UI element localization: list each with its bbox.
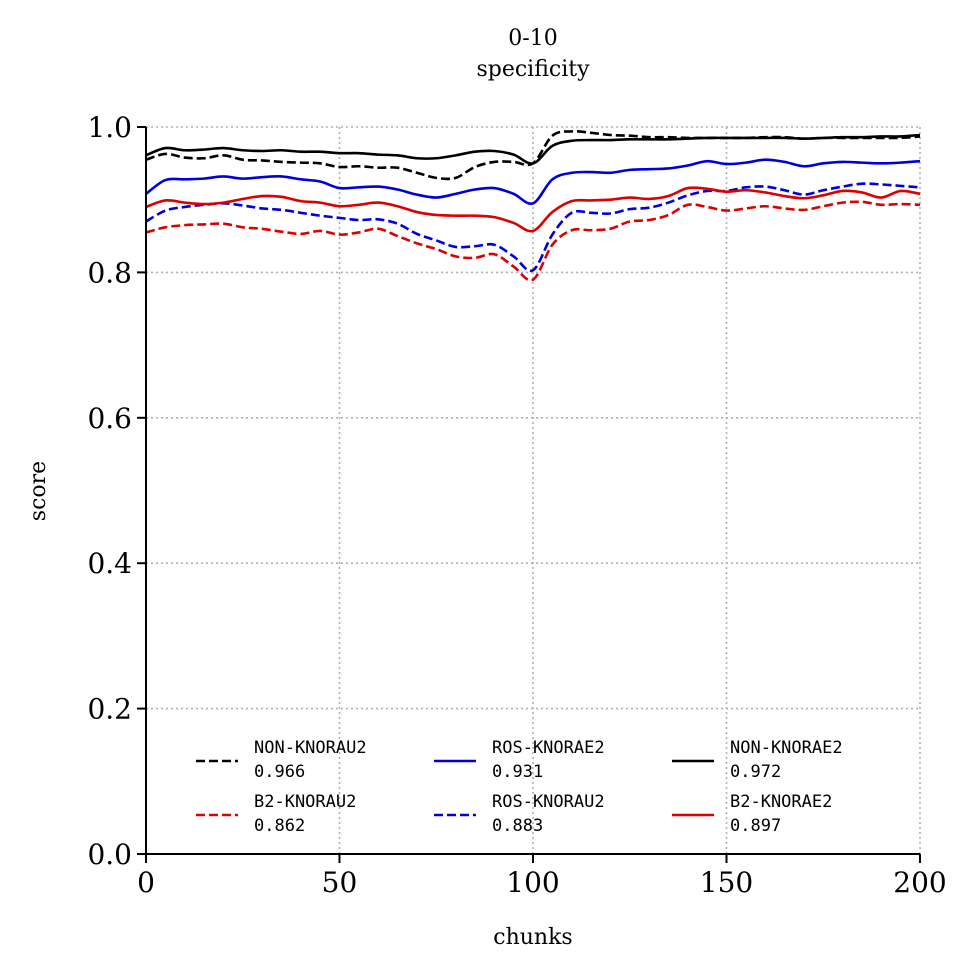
y-axis-ticks: 0.0 0.2 0.4 0.6 0.8 1.0 (87, 111, 146, 871)
x-axis-label: chunks (493, 925, 572, 950)
x-tick-label-1: 50 (322, 866, 358, 899)
legend-score-ros-knorae2: 0.931 (492, 762, 543, 782)
series-layer (145, 129, 921, 282)
legend: NON-KNORAU2 0.966 B2-KNORAU2 0.862 ROS-KNORA… (196, 738, 843, 836)
x-tick-label-0: 0 (137, 866, 155, 899)
x-tick-label-2: 100 (506, 866, 559, 899)
legend-score-b2-knorae2: 0.897 (730, 816, 781, 836)
y-tick-label-5: 1.0 (87, 111, 132, 144)
legend-label-ros-knorae2: ROS-KNORAE2 (492, 738, 605, 758)
y-tick-label-2: 0.4 (87, 547, 132, 580)
legend-score-ros-knorau2: 0.883 (492, 816, 543, 836)
grid-lines (146, 126, 921, 854)
series-line-ros-knorau2 (145, 182, 921, 273)
chart-subtitle: specificity (476, 57, 590, 82)
legend-label-b2-knorau2: B2-KNORAU2 (254, 792, 356, 812)
legend-label-ros-knorau2: ROS-KNORAU2 (492, 792, 605, 812)
y-tick-label-4: 0.8 (87, 256, 132, 289)
legend-score-non-knorae2: 0.972 (730, 762, 781, 782)
y-tick-label-1: 0.2 (87, 693, 132, 726)
x-tick-label-4: 200 (893, 866, 946, 899)
y-axis-label: score (26, 461, 51, 521)
legend-score-b2-knorau2: 0.862 (254, 816, 305, 836)
legend-label-b2-knorae2: B2-KNORAE2 (730, 792, 832, 812)
chart-title: 0-10 (508, 26, 557, 51)
series-line-b2-knorae2 (145, 186, 921, 233)
series-line-b2-knorau2 (145, 200, 921, 282)
x-axis-ticks: 0 50 100 150 200 (137, 854, 947, 899)
y-tick-label-0: 0.0 (87, 838, 132, 871)
series-line-non-knorae2 (145, 133, 921, 165)
x-tick-label-3: 150 (700, 866, 753, 899)
legend-label-non-knorau2: NON-KNORAU2 (254, 738, 367, 758)
series-line-ros-knorae2 (145, 158, 921, 206)
legend-label-non-knorae2: NON-KNORAE2 (730, 738, 843, 758)
legend-score-non-knorau2: 0.966 (254, 762, 305, 782)
y-tick-label-3: 0.6 (87, 402, 132, 435)
